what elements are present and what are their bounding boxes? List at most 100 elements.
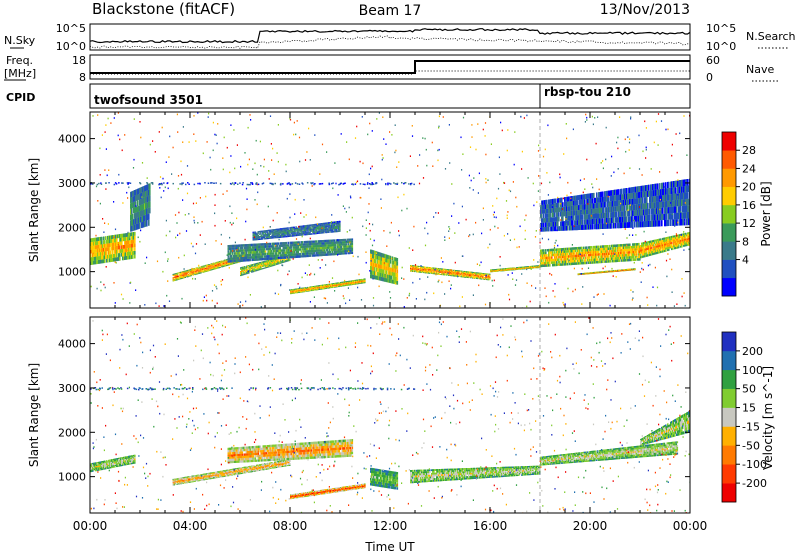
power-cell-1 xyxy=(140,210,142,217)
power-cell-0 xyxy=(127,236,129,241)
power-cell-2 xyxy=(218,261,220,263)
power-cell-3 xyxy=(243,273,245,276)
power-cell-11 xyxy=(604,270,606,272)
power-cell-8 xyxy=(422,267,424,269)
power-cell-1 xyxy=(146,184,148,191)
power-cell-6 xyxy=(364,279,366,281)
power-cell-4 xyxy=(287,241,290,245)
power-cell-2 xyxy=(204,270,206,272)
power-cell-10 xyxy=(616,244,618,247)
power-cell-5 xyxy=(257,231,260,233)
power-cell-10 xyxy=(585,246,587,249)
power-cell-10 xyxy=(543,261,545,265)
power-cell-10 xyxy=(607,247,609,250)
power-cell-0 xyxy=(117,249,119,254)
power-cell-4 xyxy=(315,249,318,252)
power-cell-4 xyxy=(265,257,268,260)
power-cell-1 xyxy=(135,189,137,196)
power-cell-0 xyxy=(104,251,106,256)
power-cell-10 xyxy=(564,255,566,258)
power-cell-1 xyxy=(143,215,145,222)
power-cell-10 xyxy=(622,256,624,260)
power-cell-0 xyxy=(115,234,117,239)
power-cell-6 xyxy=(362,281,364,283)
power-cell-5 xyxy=(291,228,293,230)
power-cell-0 xyxy=(115,249,117,254)
power-cell-3 xyxy=(286,260,288,262)
power-cell-8 xyxy=(475,276,477,277)
power-cell-8 xyxy=(446,270,448,272)
power-cell-10 xyxy=(624,246,626,249)
power-cell-4 xyxy=(297,253,300,256)
power-cell-0 xyxy=(90,249,92,254)
power-cell-5 xyxy=(303,229,305,232)
power-cell-6 xyxy=(338,285,340,287)
power-cell-3 xyxy=(255,270,257,272)
power-cell-5 xyxy=(277,228,279,230)
power-cell-3 xyxy=(263,264,265,266)
power-cell-2 xyxy=(194,274,196,276)
power-cell-7 xyxy=(390,267,393,272)
power-cell-10 xyxy=(634,253,636,256)
power-cell-10 xyxy=(620,244,622,247)
power-cell-4 xyxy=(309,250,312,253)
power-cell-3 xyxy=(245,273,247,275)
power-cell-4 xyxy=(349,245,352,248)
power-cell-0 xyxy=(109,250,111,255)
power-cell-3 xyxy=(285,258,287,260)
power-cell-1 xyxy=(141,210,143,217)
power-cell-6 xyxy=(311,290,313,292)
power-cell-10 xyxy=(568,255,570,258)
power-cell-2 xyxy=(200,266,202,268)
power-cell-3 xyxy=(261,265,263,267)
power-cell-6 xyxy=(355,282,357,284)
power-cell-5 xyxy=(333,223,335,225)
power-cell-7 xyxy=(391,264,394,269)
power-cell-5 xyxy=(321,223,323,225)
power-cell-7 xyxy=(378,256,381,261)
power-cell-6 xyxy=(348,283,350,285)
power-cell-4 xyxy=(266,243,269,246)
power-cell-4 xyxy=(279,249,282,252)
power-cell-0 xyxy=(119,241,121,246)
power-cell-5 xyxy=(263,231,265,233)
power-cell-4 xyxy=(318,242,321,245)
power-cell-4 xyxy=(254,255,257,259)
power-cell-1 xyxy=(146,202,148,209)
power-cell-10 xyxy=(565,252,567,256)
power-cell-10 xyxy=(554,256,556,259)
power-cell-10 xyxy=(610,247,612,250)
power-cell-4 xyxy=(350,251,353,254)
power-cell-4 xyxy=(331,246,334,249)
power-cell-5 xyxy=(304,225,306,227)
power-cell-8 xyxy=(466,275,468,276)
power-cell-10 xyxy=(595,261,597,264)
power-cell-5 xyxy=(302,231,304,233)
power-cell-5 xyxy=(254,235,257,237)
power-cell-6 xyxy=(336,283,338,285)
power-cell-7 xyxy=(373,263,376,268)
power-cell-4 xyxy=(334,250,337,253)
power-cell-8 xyxy=(450,275,452,277)
power-cell-5 xyxy=(332,227,334,230)
power-cell-6 xyxy=(344,281,346,283)
power-cell-10 xyxy=(584,249,586,252)
power-cell-2 xyxy=(191,272,193,274)
power-cell-4 xyxy=(260,253,263,256)
power-cell-4 xyxy=(237,257,240,260)
power-cell-5 xyxy=(258,238,261,240)
power-cell-5 xyxy=(316,229,318,232)
power-cell-3 xyxy=(264,264,266,266)
power-cell-0 xyxy=(122,237,124,242)
power-cell-8 xyxy=(445,270,447,272)
power-cell-5 xyxy=(283,232,285,234)
power-cell-7 xyxy=(383,253,386,258)
power-cell-2 xyxy=(225,263,227,265)
power-cell-10 xyxy=(603,245,605,248)
power-cell-3 xyxy=(262,264,264,266)
power-cell-3 xyxy=(259,267,261,269)
power-cell-8 xyxy=(417,271,419,273)
power-cell-1 xyxy=(135,195,137,202)
power-cell-9 xyxy=(499,270,501,272)
power-cell-6 xyxy=(356,282,358,284)
